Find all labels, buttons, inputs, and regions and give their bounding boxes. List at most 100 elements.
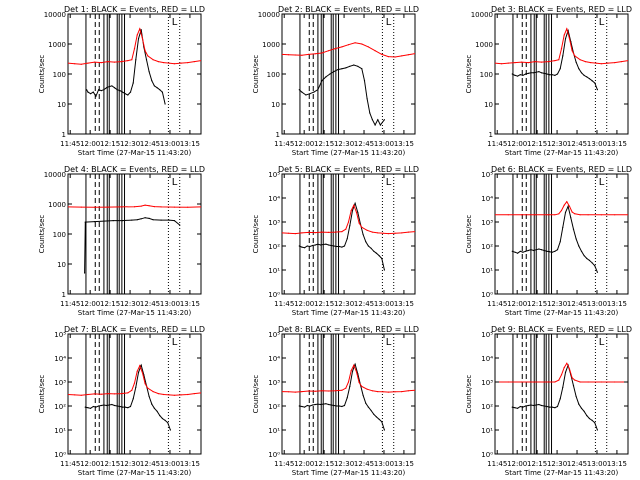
series-lld-point	[501, 63, 503, 65]
series-events-point	[533, 404, 535, 407]
series-events-point	[514, 251, 516, 253]
time-markers	[299, 334, 395, 454]
series-lld-point	[571, 211, 573, 213]
x-tick-label: 12:00	[80, 460, 100, 468]
x-tick-label: 12:15	[100, 460, 120, 468]
series-events-point	[100, 90, 102, 92]
series-events-point	[116, 89, 118, 91]
x-tick-label: 12:45	[354, 300, 374, 308]
y-tick-label: 10⁴	[481, 195, 493, 203]
series-events-point	[546, 405, 548, 408]
series-lld-point	[566, 28, 568, 30]
y-axis-label: Counts/sec	[252, 375, 260, 414]
series-events-point	[349, 385, 351, 388]
series-events-point	[551, 251, 553, 253]
series-events-point	[151, 403, 153, 405]
series-events-point	[160, 219, 162, 221]
series-events-point	[591, 262, 593, 264]
series-events-point	[525, 250, 527, 252]
series-lld-point	[394, 391, 396, 393]
series-lld-point	[547, 381, 549, 383]
series-events-point	[167, 422, 169, 424]
series-lld-point	[407, 390, 409, 392]
series-lld-point	[113, 393, 116, 395]
series-lld-point	[94, 206, 96, 208]
series-events-point	[367, 406, 369, 408]
series-lld-point	[507, 381, 509, 383]
x-tick-label: 12:15	[314, 140, 334, 148]
series-events-point	[312, 244, 314, 247]
series-lld-point	[554, 381, 556, 383]
y-tick-label: 10000	[44, 171, 66, 179]
series-group	[68, 27, 201, 105]
series-events-point	[313, 91, 315, 93]
series-events-point	[596, 271, 599, 273]
x-tick-label: 13:00	[160, 300, 180, 308]
series-lld-point	[394, 56, 396, 58]
series-lld-point	[301, 391, 303, 393]
series-lld-point	[74, 394, 76, 396]
series-events-point	[375, 252, 377, 254]
series-events-point	[349, 65, 351, 67]
series-lld-point	[133, 48, 136, 50]
y-tick-label: 1000	[48, 201, 66, 209]
series-lld-point	[414, 53, 415, 55]
series-events-point	[346, 397, 348, 399]
series-lld-point	[367, 46, 369, 48]
series-events-point	[530, 404, 532, 406]
x-tick-label: 12:45	[140, 300, 160, 308]
series-lld-point	[288, 232, 290, 234]
y-tick-label: 10⁴	[481, 355, 493, 363]
series-events-line	[84, 217, 181, 274]
series-lld-point	[571, 50, 573, 52]
series-events-point	[317, 403, 319, 405]
series-events-point	[381, 421, 383, 423]
series-lld-point	[68, 206, 69, 208]
x-tick-label: 12:45	[567, 140, 587, 148]
y-tick-label: 10⁵	[268, 331, 280, 339]
series-events-point	[95, 95, 97, 97]
series-lld-point	[168, 62, 170, 64]
series-events-point	[305, 94, 307, 96]
x-tick-label: 12:00	[507, 460, 527, 468]
y-tick-label: 10⁴	[268, 195, 280, 203]
x-axis-label: Start Time (27-Mar-15 11:43:20)	[78, 309, 192, 317]
series-events-point	[586, 257, 588, 260]
series-lld-point	[347, 221, 350, 223]
y-tick-label: 100	[480, 71, 493, 79]
y-axis-label: Counts/sec	[465, 55, 473, 94]
series-lld-point	[547, 61, 549, 63]
series-events-point	[140, 218, 142, 220]
series-events-point	[317, 243, 319, 245]
series-lld-point	[187, 62, 189, 64]
series-lld-point	[139, 365, 141, 367]
series-events-point	[543, 405, 545, 407]
series-events-point	[361, 68, 363, 70]
series-events-point	[572, 228, 575, 230]
series-lld-point	[401, 232, 403, 234]
series-events-point	[586, 76, 588, 78]
series-lld-point	[133, 382, 136, 384]
series-events-point	[325, 403, 327, 405]
x-tick-label: 13:15	[607, 460, 627, 468]
series-lld-point	[347, 381, 350, 383]
series-lld-point	[136, 370, 138, 372]
series-events-point	[345, 67, 347, 69]
series-lld-point	[187, 393, 189, 396]
series-events-point	[161, 91, 163, 93]
series-events-point	[362, 233, 364, 236]
y-tick-label: 10²	[54, 403, 66, 411]
series-events-point	[373, 250, 375, 252]
time-markers	[299, 174, 395, 294]
series-lld-point	[173, 63, 175, 65]
series-events-point	[333, 245, 335, 247]
plot-frame	[494, 333, 629, 455]
x-tick-label: 12:15	[314, 300, 334, 308]
panel-title: Det 7: BLACK = Events, RED = LLD	[64, 325, 205, 334]
series-lld-point	[152, 391, 154, 393]
x-tick-label: 12:15	[527, 300, 547, 308]
x-tick-label: 12:00	[294, 140, 314, 148]
series-lld-point	[168, 394, 170, 396]
series-events-point	[383, 429, 385, 431]
series-lld-point	[334, 48, 336, 50]
